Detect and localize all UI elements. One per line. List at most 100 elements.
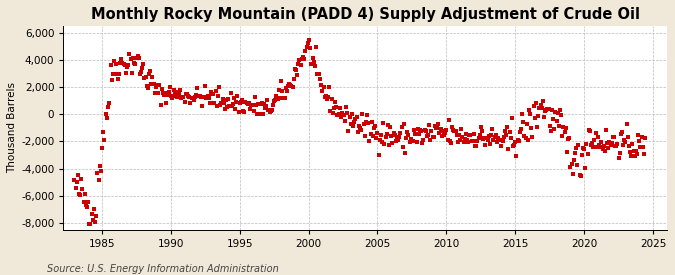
Point <box>409 128 420 132</box>
Point <box>180 92 191 96</box>
Point <box>205 101 215 106</box>
Point <box>180 100 190 104</box>
Point <box>516 127 526 131</box>
Y-axis label: Thousand Barrels: Thousand Barrels <box>7 82 17 173</box>
Point <box>396 125 407 130</box>
Point <box>191 92 202 97</box>
Point <box>425 138 435 142</box>
Point <box>219 107 230 111</box>
Point <box>503 147 514 151</box>
Point <box>636 135 647 140</box>
Point <box>578 147 589 152</box>
Point <box>173 92 184 97</box>
Point <box>233 110 244 114</box>
Point <box>101 112 111 116</box>
Point <box>332 112 343 117</box>
Point <box>160 91 171 95</box>
Point <box>594 142 605 147</box>
Point <box>518 120 529 124</box>
Point <box>85 222 96 226</box>
Point <box>501 133 512 137</box>
Point <box>410 131 421 136</box>
Point <box>637 145 648 149</box>
Point <box>198 95 209 99</box>
Point <box>533 114 543 118</box>
Point <box>70 186 81 190</box>
Point <box>385 125 396 130</box>
Point <box>95 164 105 168</box>
Point <box>381 131 392 136</box>
Point <box>211 104 222 109</box>
Point <box>500 129 510 133</box>
Point <box>527 135 538 140</box>
Point <box>509 143 520 148</box>
Point <box>78 200 89 204</box>
Point <box>537 99 548 103</box>
Point <box>562 150 572 155</box>
Text: Source: U.S. Energy Information Administration: Source: U.S. Energy Information Administ… <box>47 264 279 274</box>
Point <box>612 142 623 147</box>
Point <box>544 123 555 128</box>
Point <box>334 106 345 110</box>
Point <box>587 140 597 145</box>
Point <box>227 102 238 106</box>
Point <box>232 94 243 98</box>
Point <box>555 108 566 112</box>
Point <box>292 73 302 77</box>
Point <box>304 38 315 43</box>
Point <box>272 97 283 101</box>
Point <box>294 58 305 63</box>
Point <box>87 218 98 222</box>
Point <box>536 105 547 110</box>
Point <box>601 141 612 145</box>
Point <box>269 99 279 103</box>
Point <box>622 135 633 139</box>
Point <box>93 178 104 183</box>
Point <box>413 131 424 136</box>
Point <box>152 83 163 87</box>
Point <box>351 115 362 119</box>
Point <box>147 75 158 79</box>
Point <box>201 96 212 101</box>
Point <box>429 134 439 139</box>
Point <box>571 145 582 150</box>
Point <box>311 45 322 50</box>
Point <box>305 46 316 50</box>
Point <box>231 100 242 104</box>
Point <box>598 144 609 148</box>
Point <box>477 129 487 134</box>
Point <box>267 108 277 112</box>
Point <box>443 118 454 122</box>
Point <box>240 100 251 104</box>
Point <box>209 101 220 106</box>
Point <box>629 153 640 158</box>
Point <box>557 134 568 139</box>
Point <box>296 57 307 61</box>
Point <box>109 59 119 63</box>
Point <box>86 212 97 216</box>
Point <box>226 104 237 108</box>
Point <box>72 180 82 184</box>
Point <box>462 138 472 143</box>
Point <box>278 96 289 100</box>
Point <box>408 139 418 144</box>
Point <box>146 82 157 86</box>
Point <box>578 145 589 150</box>
Point <box>467 138 478 143</box>
Point <box>223 97 234 101</box>
Point <box>196 104 207 108</box>
Point <box>435 126 446 131</box>
Point <box>632 152 643 156</box>
Point <box>532 125 543 130</box>
Point <box>383 123 394 127</box>
Point <box>313 72 324 76</box>
Point <box>472 139 483 144</box>
Point <box>404 140 415 144</box>
Point <box>603 146 614 150</box>
Point <box>72 173 83 177</box>
Point <box>522 138 533 143</box>
Point <box>97 146 107 150</box>
Point <box>236 100 246 104</box>
Point <box>452 133 462 138</box>
Point <box>249 95 260 99</box>
